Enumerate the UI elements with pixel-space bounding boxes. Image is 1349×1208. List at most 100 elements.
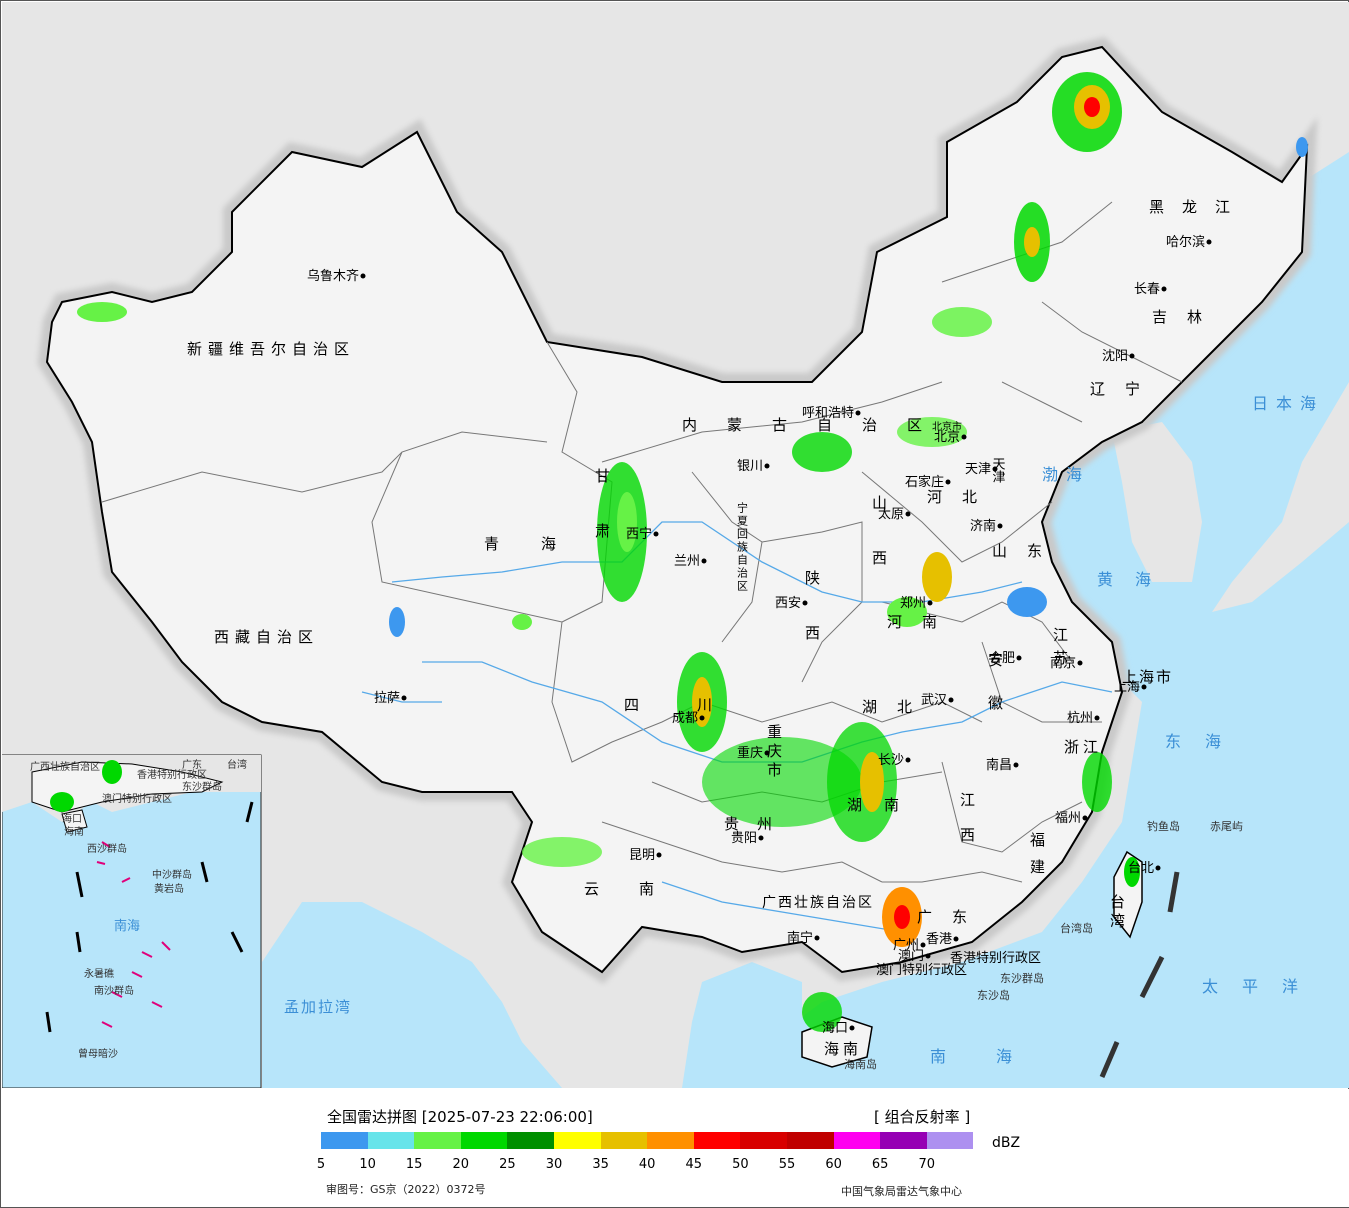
island-label-hainan: 海南岛	[844, 1057, 877, 1071]
legend-tick-label: 35	[592, 1157, 609, 1172]
inset-label-xisha: 西沙群岛	[87, 842, 127, 855]
inset-label-guangxi: 广西壮族自治区	[30, 760, 100, 773]
korea	[1112, 422, 1202, 582]
island-label-dongsha-islands: 东沙群岛	[1000, 971, 1044, 985]
island-label-taiwan: 台湾岛	[1060, 921, 1093, 935]
legend-tick-label: 10	[359, 1157, 376, 1172]
legend-color-swatch	[880, 1132, 927, 1149]
sea-label-south: 南海	[930, 1047, 1062, 1066]
maritime-boundary	[1099, 871, 1180, 1078]
legend-color-swatch	[647, 1132, 694, 1149]
legend-tick-label: 45	[685, 1157, 703, 1172]
city-label: 海口	[822, 1021, 848, 1036]
legend-color-swatch	[367, 1132, 415, 1149]
city-dot	[920, 942, 926, 948]
city-dot	[1155, 865, 1161, 871]
japan	[1212, 382, 1349, 612]
city-label: 南昌	[986, 757, 1012, 773]
legend-tick-label: 5	[316, 1157, 326, 1172]
city-label: 福州	[1055, 811, 1081, 826]
city-label: 长春	[1134, 282, 1160, 297]
province-label-anhui: 安徽	[986, 652, 1004, 738]
province-label-hunan: 湖南	[847, 796, 921, 814]
legend-color-swatch	[833, 1132, 881, 1149]
sea-label-bengal: 孟加拉湾	[284, 998, 352, 1016]
city-label: 广州	[893, 938, 919, 953]
city-label: 长沙	[878, 753, 904, 768]
province-label-shanxi: 山西	[870, 495, 888, 605]
legend-color-swatch	[414, 1132, 461, 1149]
city-label: 昆明	[629, 848, 655, 863]
city-dot	[802, 600, 808, 606]
city-label: 西安	[775, 596, 801, 611]
city-label: 香港	[926, 932, 952, 947]
legend-color-bar	[321, 1132, 974, 1149]
city-label: 南京	[1050, 655, 1076, 671]
province-label-xinjiang: 新疆维吾尔自治区	[187, 340, 355, 358]
province-label-henan: 河南	[887, 613, 957, 631]
city-dot	[905, 511, 911, 517]
island-label-dongsha: 东沙岛	[977, 988, 1010, 1002]
inset-label-nanhai: 南海	[114, 918, 140, 934]
province-label-fujian: 福建	[1028, 832, 1046, 886]
sea-label-japan: 日本海	[1252, 394, 1324, 413]
province-label-jilin: 吉林	[1152, 308, 1222, 326]
city-label: 太原	[878, 507, 904, 522]
city-label: 拉萨	[374, 691, 400, 706]
inset-label-huangyan: 黄岩岛	[154, 882, 184, 895]
city-label: 济南	[970, 518, 996, 534]
legend-color-swatch	[926, 1132, 974, 1149]
island-label-diaoyu: 钓鱼岛	[1147, 819, 1180, 833]
city-dot	[1206, 239, 1212, 245]
legend-tick-label: 30	[545, 1157, 563, 1172]
inset-label-hongkong: 香港特别行政区	[137, 768, 207, 781]
city-dot	[401, 695, 407, 701]
city-dot	[905, 757, 911, 763]
city-label: 天津	[965, 462, 991, 477]
city-label: 哈尔滨	[1166, 234, 1205, 250]
province-label-jiangsu: 江苏	[1051, 627, 1069, 673]
city-dot	[1013, 762, 1019, 768]
province-label-liaoning: 辽宁	[1090, 380, 1160, 398]
city-label: 贵阳	[731, 831, 757, 846]
city-label: 银川	[737, 459, 763, 474]
city-dot	[992, 466, 998, 472]
sea-east	[762, 152, 1349, 1088]
province-label-tianjin: 天津	[990, 457, 1006, 483]
city-dot	[1129, 353, 1135, 359]
legend-color-swatch	[786, 1132, 834, 1149]
city-label: 重庆	[737, 745, 763, 761]
province-label-shaanxi: 陕西	[803, 570, 821, 680]
city-dot	[961, 434, 967, 440]
inset-label-hainan: 海南	[64, 825, 84, 838]
legend-tick-label: 70	[918, 1157, 936, 1172]
city-label: 合肥	[989, 651, 1015, 666]
legend-tick-label: 55	[778, 1157, 796, 1172]
radar-echoes	[77, 72, 1308, 1032]
city-dot	[855, 410, 861, 416]
city-label: 呼和浩特	[802, 406, 854, 421]
legend: 全国雷达拼图 [2025-07-23 22:06:00] [ 组合反射率 ] d…	[2, 1089, 1349, 1207]
province-labels: 新疆维吾尔自治区 西藏自治区 青海 甘肃 内蒙古自治区 黑龙江 吉林 辽宁 河北…	[187, 198, 1230, 1058]
city-label: 杭州	[1067, 711, 1093, 726]
island-label-chiwei: 赤尾屿	[1210, 820, 1243, 833]
city-dot	[758, 835, 764, 841]
city-label: 南宁	[787, 930, 813, 946]
city-dot	[653, 531, 659, 537]
sea-bay-of-bengal	[262, 902, 562, 1088]
legend-color-swatch	[740, 1132, 787, 1149]
province-label-guangdong: 广东	[917, 908, 987, 926]
city-dot	[925, 953, 931, 959]
city-dot	[1082, 815, 1088, 821]
legend-tick-label: 60	[825, 1157, 842, 1172]
city-label: 台北	[1128, 861, 1154, 876]
city-dot	[814, 935, 820, 941]
city-dot	[1016, 655, 1022, 661]
producer-credit: 中国气象局雷达气象中心	[841, 1185, 962, 1198]
city-dot	[360, 273, 366, 279]
sea-label-east: 东海	[1165, 732, 1245, 751]
radar-mosaic-map: 新疆维吾尔自治区 西藏自治区 青海 甘肃 内蒙古自治区 黑龙江 吉林 辽宁 河北…	[2, 2, 1349, 1088]
legend-color-swatch	[693, 1132, 741, 1149]
city-label: 上海	[1114, 680, 1140, 695]
city-label: 石家庄	[905, 474, 944, 490]
